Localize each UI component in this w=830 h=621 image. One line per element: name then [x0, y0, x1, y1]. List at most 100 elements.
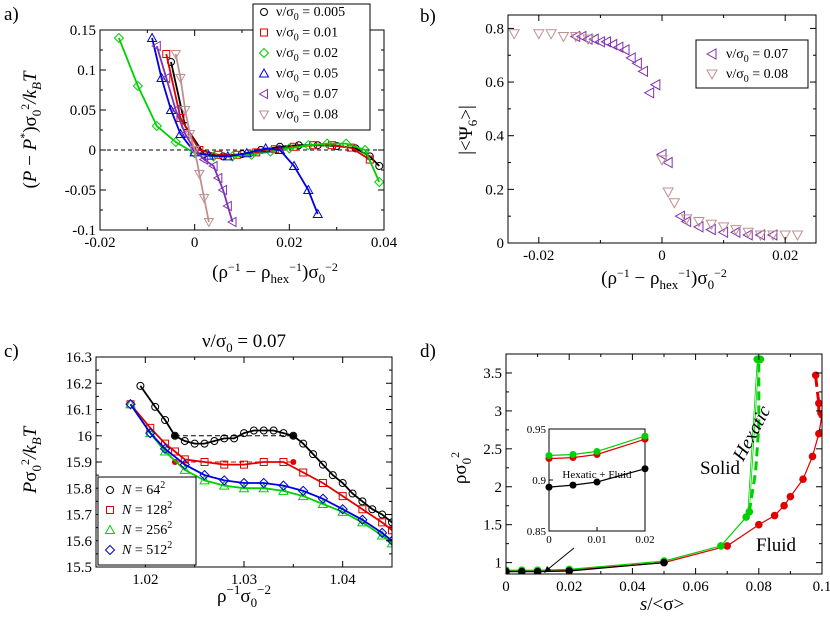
marker-triangle-up [146, 32, 158, 42]
marker-triangle-down [730, 225, 742, 236]
marker-circle [151, 402, 160, 411]
marker-circle [161, 416, 170, 424]
marker-triangle-up [156, 72, 167, 82]
inset-annotation: Hexatic + Fluid [562, 469, 632, 481]
marker-square [318, 479, 327, 487]
marker-triangle-left [705, 48, 717, 60]
data-point [660, 558, 668, 567]
legend-box [252, 3, 371, 131]
marker-triangle-up [222, 150, 234, 161]
legend-label: N = 2562 [121, 520, 172, 538]
marker-square [214, 150, 223, 159]
legend-part: N [121, 503, 132, 518]
plot-area-b [508, 29, 804, 241]
legend-part: = 256 [131, 523, 167, 538]
data-point [723, 542, 731, 550]
marker-diamond [317, 493, 329, 504]
y-axis-label-part: P [20, 481, 41, 494]
marker-triangle-down [668, 198, 681, 209]
marker-square [346, 143, 355, 152]
inset-series-line [548, 435, 646, 457]
y-axis-label-part: /k [20, 445, 41, 460]
marker-triangle-down [791, 230, 804, 241]
marker-triangle-left [569, 30, 581, 43]
series-line [155, 45, 234, 223]
marker-diamond [278, 480, 289, 491]
y-axis-label-part: 2 [448, 452, 462, 458]
legend-part: ν/σ [276, 108, 294, 123]
y-tick-label: 1 [495, 556, 503, 572]
y-axis-label: Pσ02/kBT [18, 425, 44, 494]
y-tick-label: 15.8 [66, 481, 92, 497]
marker-square [358, 505, 367, 514]
x-tick-label: 0.1 [813, 579, 830, 595]
y-tick-label: 16.2 [66, 376, 92, 392]
y-axis-label-part: * [17, 133, 31, 139]
marker-triangle-up [288, 160, 300, 170]
inset-data-point [545, 483, 553, 491]
region-label-solid: Solid [700, 458, 741, 479]
plot-area-d [506, 355, 822, 574]
data-point [780, 501, 788, 510]
marker-triangle-down [582, 34, 594, 46]
marker-triangle-down [680, 214, 693, 225]
y-axis-label-part: 2 [18, 104, 32, 110]
y-axis-label-part: 0 [29, 110, 44, 117]
x-tick-label: -0.02 [523, 248, 554, 264]
marker-triangle-left [662, 156, 673, 169]
x-axis-label-part: hex [270, 271, 289, 286]
inset-x-tick-label: 0.01 [587, 534, 606, 546]
x-tick-label: 0.02 [556, 579, 582, 595]
marker-triangle-left [692, 221, 704, 233]
data-point [518, 567, 526, 574]
marker-diamond [258, 47, 270, 59]
marker-circle [348, 489, 357, 498]
legend-part: ν/σ [276, 26, 294, 41]
marker-diamond [359, 144, 371, 156]
marker-triangle-left [227, 216, 237, 228]
y-tick-label: 15.5 [66, 560, 92, 576]
chart-title: ν/σ0 = 0.07 [202, 331, 286, 355]
series-line [118, 37, 381, 183]
y-axis-label-part: |<Ψ [456, 126, 477, 155]
marker-square [299, 468, 308, 477]
legend-part: 0 [294, 115, 299, 126]
marker-diamond [145, 427, 156, 439]
marker-circle [388, 518, 392, 527]
legend-part: 0 [744, 54, 749, 65]
y-axis-label-part: 0 [29, 465, 44, 472]
marker-triangle-left [619, 44, 630, 56]
legend-part: = 0.07 [749, 47, 788, 62]
marker-triangle-left [217, 184, 228, 196]
data-point [533, 567, 542, 574]
marker-triangle-left [212, 172, 223, 184]
legend-part: 2 [160, 480, 165, 491]
marker-triangle-down [767, 230, 779, 241]
marker-circle [279, 429, 288, 438]
y-axis-label-part: 2 [18, 459, 32, 465]
marker-diamond [297, 485, 309, 497]
marker-triangle-left [625, 52, 636, 64]
y-axis-label-part: )σ [20, 116, 41, 133]
data-point [786, 492, 795, 501]
series-line [139, 385, 392, 524]
x-axis-label-part: −1 [617, 266, 630, 280]
marker-triangle-down [656, 155, 668, 166]
x-tick-label: 1.02 [132, 572, 158, 588]
y-tick-label: 15.7 [66, 508, 93, 524]
marker-diamond [179, 459, 191, 470]
y-tick-label: 0.15 [70, 23, 96, 39]
marker-triangle-left [705, 223, 716, 236]
title-part: ν/σ [202, 331, 226, 352]
data-point [799, 475, 807, 483]
marker-circle [338, 479, 347, 487]
legend-label: ν/σ0 = 0.07 [726, 47, 788, 65]
legend-part: N [121, 483, 132, 498]
y-tick-label: -0.05 [65, 183, 96, 199]
marker-triangle-left [717, 226, 729, 239]
x-axis-label: (ρ−1 − ρhex−1)σ0−2 [601, 266, 727, 292]
marker-triangle-left [631, 57, 642, 70]
data-point [808, 452, 817, 461]
marker-triangle-left [575, 30, 587, 43]
